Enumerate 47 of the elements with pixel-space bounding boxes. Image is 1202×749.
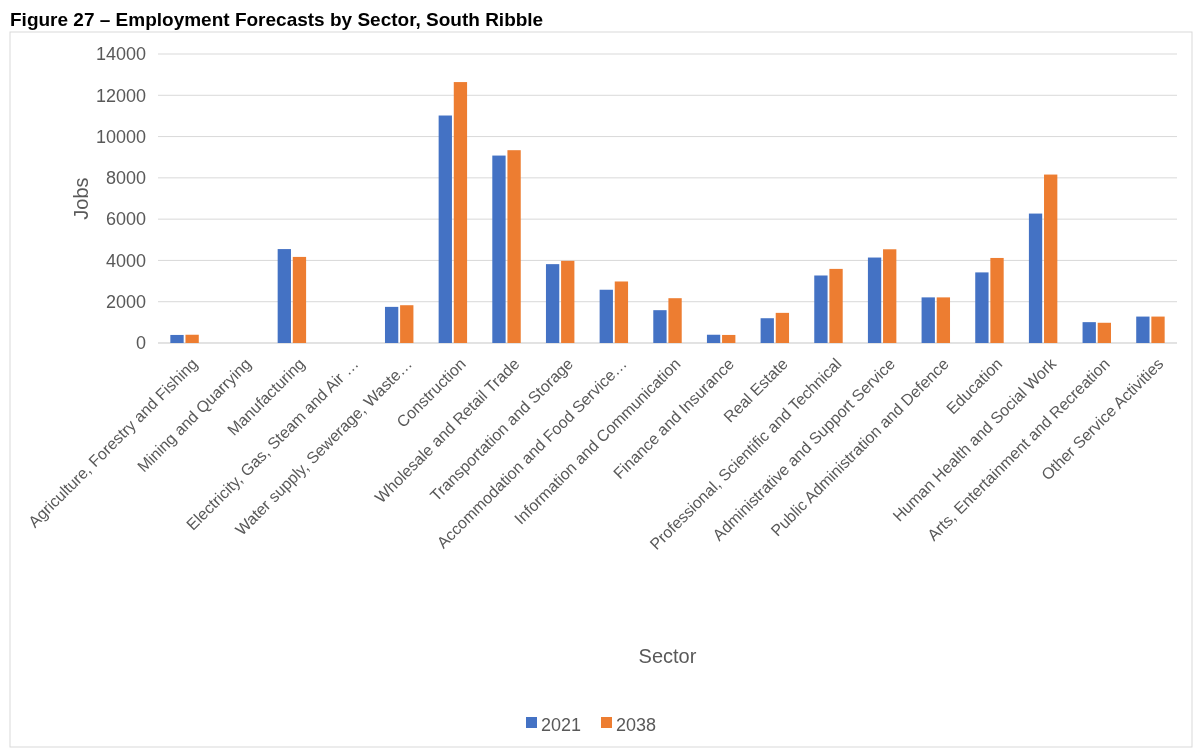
bar: [1097, 322, 1111, 343]
y-tick-label: 14000: [95, 44, 146, 65]
bar: [507, 150, 521, 343]
bar: [599, 289, 613, 343]
y-tick-label: 4000: [105, 250, 146, 271]
y-tick-label: 0: [135, 333, 146, 354]
chart-title: Figure 27 – Employment Forecasts by Sector, South Ribble: [10, 9, 544, 30]
bar: [492, 155, 506, 343]
bar: [706, 334, 721, 343]
bar: [1082, 322, 1096, 343]
bar: [653, 310, 667, 343]
bar: [185, 334, 199, 343]
bar: [1028, 213, 1043, 343]
bar: [277, 249, 291, 343]
bar: [760, 318, 774, 343]
bar: [1044, 174, 1058, 343]
bar: [292, 256, 307, 343]
y-tick-label: 2000: [105, 292, 146, 313]
x-axis-title: Sector: [638, 645, 697, 667]
bar: [722, 334, 736, 343]
bar: [453, 82, 468, 343]
y-tick-label: 10000: [95, 126, 146, 147]
legend-label: 2038: [616, 715, 657, 736]
bar: [438, 115, 452, 343]
legend-label: 2021: [541, 715, 582, 736]
bar: [883, 249, 897, 343]
y-tick-label: 8000: [105, 168, 146, 189]
bar: [545, 264, 560, 343]
bar: [384, 306, 399, 343]
bar: [990, 257, 1004, 343]
bar: [814, 275, 828, 343]
bar: [867, 257, 882, 343]
bar: [936, 297, 951, 343]
bar: [170, 334, 184, 343]
bar: [400, 305, 414, 343]
bar: [614, 281, 629, 343]
bar: [1136, 316, 1150, 343]
bar: [1151, 316, 1165, 343]
bar: [668, 298, 682, 343]
y-axis-title: Jobs: [70, 177, 92, 220]
bar: [975, 272, 989, 343]
bar: [829, 268, 843, 343]
bar: [775, 312, 790, 343]
bar: [921, 297, 935, 343]
bar: [561, 260, 575, 343]
y-tick-label: 12000: [95, 85, 146, 106]
y-tick-label: 6000: [105, 209, 146, 230]
